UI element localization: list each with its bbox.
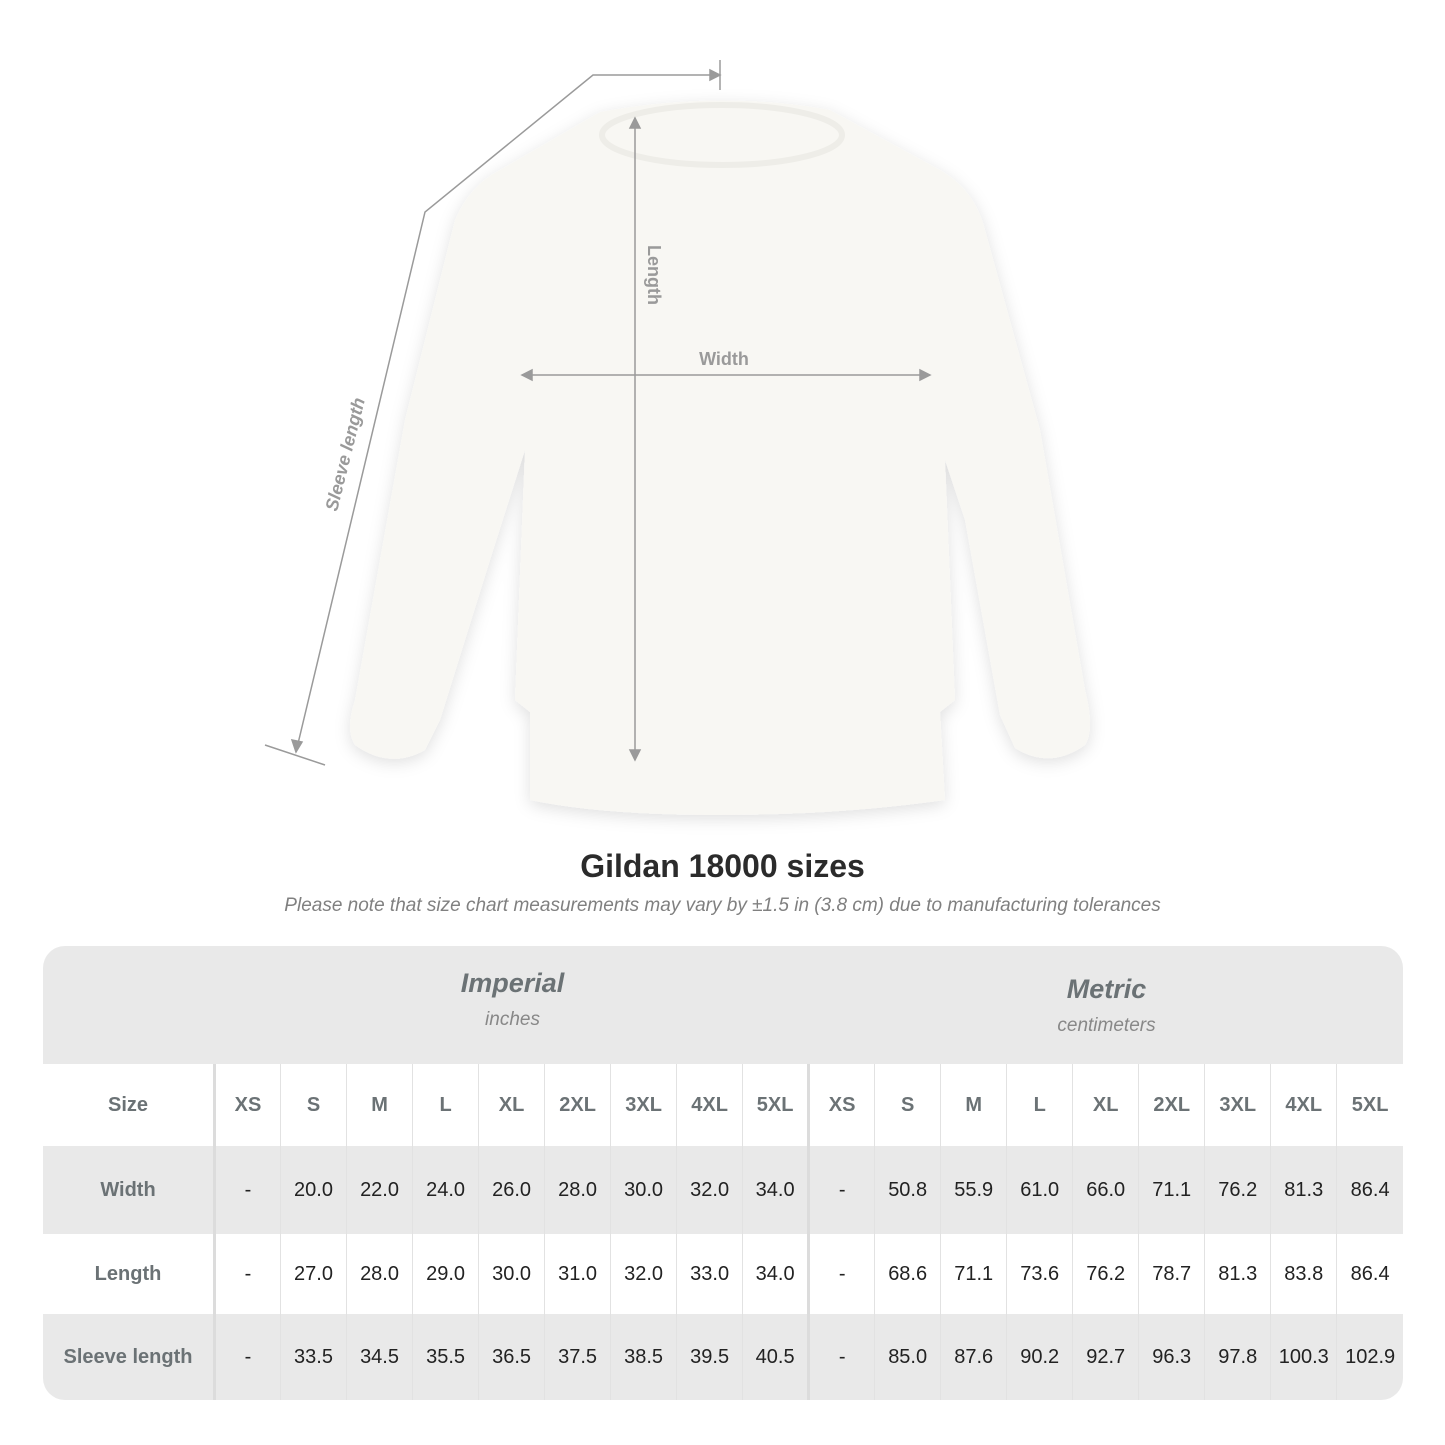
metric-size-header: 4XL — [1270, 1064, 1337, 1146]
imperial-value: 31.0 — [544, 1234, 611, 1314]
imperial-size-header: 2XL — [544, 1064, 611, 1146]
metric-value: 81.3 — [1204, 1234, 1271, 1314]
metric-header: Metric centimeters — [810, 974, 1403, 1037]
imperial-value: 32.0 — [676, 1146, 743, 1234]
metric-size-header: L — [1006, 1064, 1073, 1146]
metric-value: 61.0 — [1006, 1146, 1073, 1234]
imperial-value: 34.0 — [742, 1234, 809, 1314]
imperial-value: 34.5 — [346, 1314, 413, 1400]
metric-value: 71.1 — [1138, 1146, 1205, 1234]
imperial-value: 20.0 — [280, 1146, 347, 1234]
imperial-value: 27.0 — [280, 1234, 347, 1314]
size-table: Size XS S M L XL 2XL 3XL 4XL 5XL XS S M L XL 2XL 3XL 4XL 5… — [43, 1064, 1403, 1400]
imperial-value: 38.5 — [610, 1314, 677, 1400]
metric-value: 76.2 — [1204, 1146, 1271, 1234]
row-label: Sleeve length — [43, 1314, 216, 1400]
metric-size-header: 3XL — [1204, 1064, 1271, 1146]
metric-size-header: S — [874, 1064, 941, 1146]
size-label: Size — [43, 1064, 216, 1146]
row-label: Length — [43, 1234, 216, 1314]
metric-size-header: 5XL — [1336, 1064, 1403, 1146]
table-row: Width -20.0 22.0 24.0 26.0 28.0 30.0 32.0 34.0-5… — [43, 1146, 1403, 1234]
imperial-value: 36.5 — [478, 1314, 545, 1400]
imperial-size-header: 4XL — [676, 1064, 743, 1146]
metric-value: 50.8 — [874, 1146, 941, 1234]
size-header-row: Size XS S M L XL 2XL 3XL 4XL 5XL XS S M L XL 2XL 3XL 4XL 5… — [43, 1064, 1403, 1146]
imperial-value: 24.0 — [412, 1146, 479, 1234]
metric-value: 97.8 — [1204, 1314, 1271, 1400]
measure-lines — [264, 60, 932, 766]
imperial-size-header: 3XL — [610, 1064, 677, 1146]
imperial-value: 33.5 — [280, 1314, 347, 1400]
metric-value: - — [807, 1234, 875, 1314]
table-row: Sleeve length -33.5 34.5 35.5 36.5 37.5 38.5 39… — [43, 1314, 1403, 1400]
imperial-value: 29.0 — [412, 1234, 479, 1314]
imperial-heading: Imperial — [460, 968, 565, 998]
metric-value: 68.6 — [874, 1234, 941, 1314]
imperial-size-header: L — [412, 1064, 479, 1146]
page-title: Gildan 18000 sizes — [580, 848, 865, 884]
imperial-value: 26.0 — [478, 1146, 545, 1234]
size-table-panel: Imperial inches Metric centimeters Size X… — [43, 946, 1403, 1400]
imperial-value: - — [213, 1146, 281, 1234]
metric-size-header: 2XL — [1138, 1064, 1205, 1146]
imperial-value: 40.5 — [742, 1314, 809, 1400]
metric-value: 78.7 — [1138, 1234, 1205, 1314]
sweatshirt — [350, 100, 1090, 815]
sweatshirt-illustration: Length Width Sleeve length — [264, 60, 1090, 815]
imperial-size-header: 5XL — [742, 1064, 809, 1146]
metric-value: 92.7 — [1072, 1314, 1139, 1400]
metric-value: 55.9 — [940, 1146, 1007, 1234]
width-label: Width — [699, 349, 749, 369]
metric-value: 90.2 — [1006, 1314, 1073, 1400]
metric-size-header: XS — [807, 1064, 875, 1146]
row-label: Width — [43, 1146, 216, 1234]
metric-value: 66.0 — [1072, 1146, 1139, 1234]
imperial-unit: inches — [485, 1009, 540, 1030]
metric-value: 81.3 — [1270, 1146, 1337, 1234]
unit-header-band — [43, 946, 1403, 1064]
metric-value: 85.0 — [874, 1314, 941, 1400]
metric-value: 102.9 — [1336, 1314, 1403, 1400]
imperial-header: Imperial inches — [215, 968, 810, 1031]
imperial-value: 34.0 — [742, 1146, 809, 1234]
tolerance-note: Please note that size chart measurements… — [284, 895, 1161, 916]
imperial-value: 37.5 — [544, 1314, 611, 1400]
imperial-size-header: XL — [478, 1064, 545, 1146]
imperial-value: 30.0 — [478, 1234, 545, 1314]
length-label: Length — [644, 245, 664, 305]
imperial-value: 32.0 — [610, 1234, 677, 1314]
metric-value: 87.6 — [940, 1314, 1007, 1400]
metric-value: 76.2 — [1072, 1234, 1139, 1314]
metric-value: 100.3 — [1270, 1314, 1337, 1400]
metric-value: 83.8 — [1270, 1234, 1337, 1314]
imperial-size-header: M — [346, 1064, 413, 1146]
metric-value: 73.6 — [1006, 1234, 1073, 1314]
metric-size-header: M — [940, 1064, 1007, 1146]
metric-unit: centimeters — [1057, 1015, 1156, 1036]
imperial-value: 28.0 — [544, 1146, 611, 1234]
metric-size-header: XL — [1072, 1064, 1139, 1146]
imperial-size-header: XS — [213, 1064, 281, 1146]
imperial-size-header: S — [280, 1064, 347, 1146]
metric-value: 86.4 — [1336, 1234, 1403, 1314]
imperial-value: 30.0 — [610, 1146, 677, 1234]
imperial-value: 35.5 — [412, 1314, 479, 1400]
imperial-value: 39.5 — [676, 1314, 743, 1400]
metric-value: 86.4 — [1336, 1146, 1403, 1234]
imperial-value: 33.0 — [676, 1234, 743, 1314]
table-row: Length -27.0 28.0 29.0 30.0 31.0 32.0 33.0 34.0-… — [43, 1234, 1403, 1314]
metric-value: - — [807, 1146, 875, 1234]
imperial-value: 28.0 — [346, 1234, 413, 1314]
metric-value: 96.3 — [1138, 1314, 1205, 1400]
metric-value: 71.1 — [940, 1234, 1007, 1314]
imperial-value: - — [213, 1234, 281, 1314]
metric-value: - — [807, 1314, 875, 1400]
sleeve-length-label: Sleeve length — [321, 396, 368, 513]
imperial-value: 22.0 — [346, 1146, 413, 1234]
metric-heading: Metric — [1066, 974, 1147, 1004]
imperial-value: - — [213, 1314, 281, 1400]
